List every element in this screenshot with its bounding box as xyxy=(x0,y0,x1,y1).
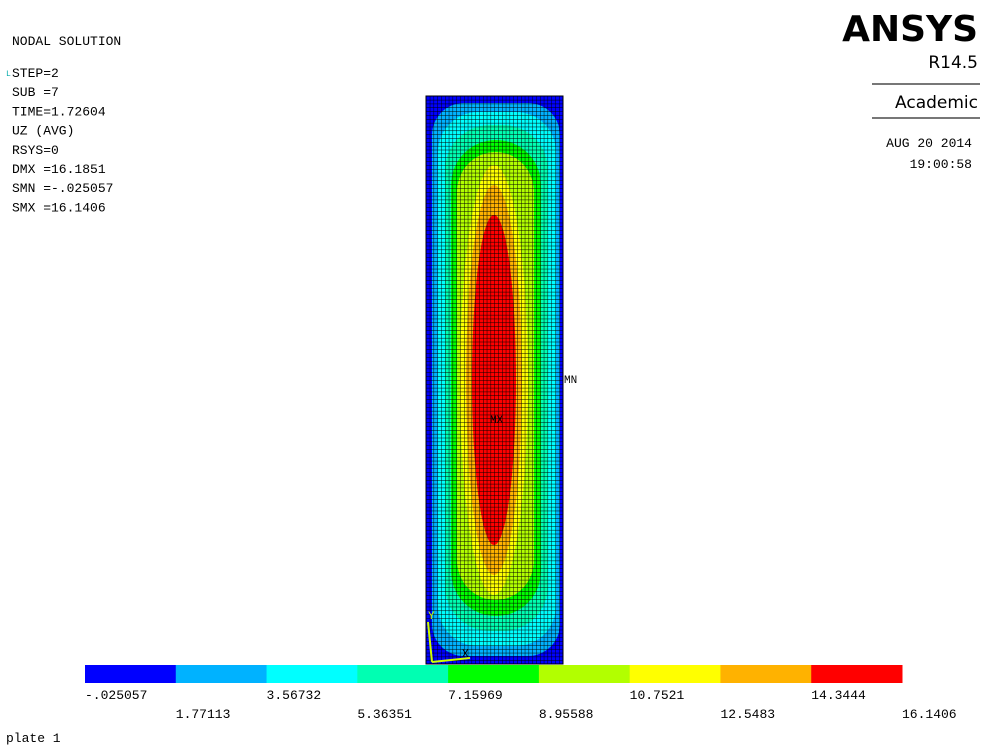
legend-segment xyxy=(538,665,631,683)
contour-plot xyxy=(425,95,564,665)
legend-label: 7.15969 xyxy=(448,688,503,703)
legend-label: 8.95588 xyxy=(539,707,594,722)
logo-name: ANSYS xyxy=(842,9,978,50)
info-line: DMX =16.1851 xyxy=(12,162,106,177)
legend-label: 14.3444 xyxy=(811,688,866,703)
info-line: SUB =7 xyxy=(12,85,59,100)
legend-segment xyxy=(448,665,540,683)
logo-release: R14.5 xyxy=(928,53,978,73)
info-line: SMN =-.025057 xyxy=(12,181,113,196)
legend-label: 1.77113 xyxy=(176,707,231,722)
legend-segment xyxy=(629,665,721,683)
legend-segment xyxy=(266,665,358,683)
min-label: MN xyxy=(564,375,577,387)
legend-segment xyxy=(85,665,177,683)
caption: plate 1 xyxy=(6,731,61,746)
legend-segment xyxy=(357,665,449,683)
info-line: RSYS=0 xyxy=(12,143,59,158)
info-line: UZ (AVG) xyxy=(12,124,74,139)
triad-axis xyxy=(427,621,433,663)
mesh xyxy=(425,95,564,665)
info-line: STEP=2 xyxy=(12,66,59,81)
triad-y: Y xyxy=(428,611,435,623)
legend-segment xyxy=(720,665,812,683)
triad-x: X xyxy=(462,649,469,661)
date: AUG 20 2014 xyxy=(886,136,972,151)
color-legend: -.025057 1.77113 3.56732 5.36351 7.15969 8.95… xyxy=(85,665,957,722)
info-block: STEP=2 SUB =7 TIME=1.72604 UZ (AVG) RSYS=0 DM… xyxy=(12,66,113,215)
plot-title: NODAL SOLUTION xyxy=(12,34,121,49)
logo-edition: Academic xyxy=(895,93,978,113)
info-line: SMX =16.1406 xyxy=(12,200,106,215)
legend-label: -.025057 xyxy=(85,688,147,703)
legend-segment xyxy=(175,665,268,683)
triad-axis xyxy=(431,657,471,663)
legend-segment xyxy=(811,665,903,683)
corner-mark: L xyxy=(6,70,11,79)
time: 19:00:58 xyxy=(910,157,972,172)
legend-label: 3.56732 xyxy=(267,688,322,703)
max-label: MX xyxy=(490,415,504,427)
legend-label: 5.36351 xyxy=(357,707,412,722)
info-line: TIME=1.72604 xyxy=(12,104,106,119)
legend-label: 10.7521 xyxy=(630,688,685,703)
legend-label: 16.1406 xyxy=(902,707,957,722)
legend-label: 12.5483 xyxy=(720,707,775,722)
